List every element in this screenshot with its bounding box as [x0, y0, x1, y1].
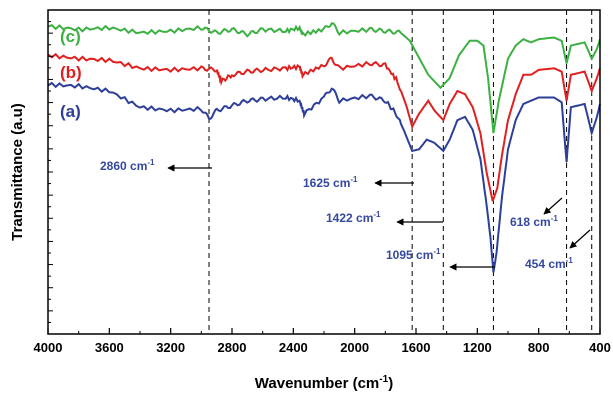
x-tick-label: 2800 — [218, 340, 247, 355]
annotations: 2860 cm-1 1625 cm-1 1422 cm-1 1095 cm-1 618 … — [100, 158, 591, 271]
series-labels: (c) (b) (a) — [60, 27, 82, 121]
y-axis-ticks — [48, 21, 53, 323]
series-lines — [47, 22, 601, 273]
x-axis-title: Wavenumber (cm-1) — [255, 374, 393, 392]
annotation-label: 618 cm-1 — [510, 214, 558, 229]
series-label-0: (c) — [60, 27, 81, 46]
x-tick-label: 3200 — [156, 340, 185, 355]
x-tick-label: 1600 — [402, 340, 431, 355]
x-axis-ticks: 4000 3600 3200 2800 2400 2000 1600 1200 800 400 — [34, 328, 611, 355]
series-line-0 — [47, 22, 601, 134]
y-axis-title: Transmittance (a.u) — [9, 103, 26, 241]
x-tick-label: 2000 — [340, 340, 369, 355]
x-tick-label: 800 — [528, 340, 550, 355]
x-tick-label: 1200 — [463, 340, 492, 355]
series-line-1 — [47, 52, 601, 202]
x-tick-label: 2400 — [279, 340, 308, 355]
series-line-2 — [47, 81, 601, 273]
annotation-label: 1625 cm-1 — [303, 175, 358, 190]
annotation-arrow — [569, 229, 591, 249]
annotation-label: 454 cm-1 — [525, 256, 573, 271]
annotation-label: 1095 cm-1 — [386, 247, 441, 262]
x-tick-label: 4000 — [34, 340, 63, 355]
x-tick-label: 3600 — [95, 340, 124, 355]
x-tick-label: 400 — [589, 340, 611, 355]
series-label-2: (a) — [60, 102, 81, 121]
reference-lines — [208, 10, 593, 334]
annotation-arrow — [543, 197, 563, 215]
annotation-label: 1422 cm-1 — [326, 210, 381, 225]
series-label-1: (b) — [60, 63, 82, 82]
annotation-label: 2860 cm-1 — [100, 158, 155, 173]
